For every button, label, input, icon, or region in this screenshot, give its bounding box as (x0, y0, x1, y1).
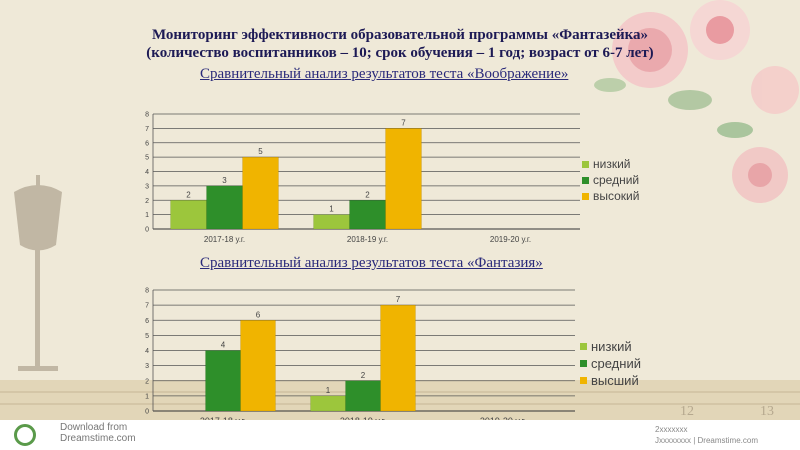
legend-swatch (580, 377, 587, 384)
y-tick-label: 0 (145, 227, 149, 234)
x-tick-label: 2017-18 у.г. (204, 235, 245, 244)
watermark-id: 2xxxxxxx Jxxxxxxxx | Dreamstime.com (655, 425, 758, 445)
y-tick-label: 4 (145, 348, 149, 355)
y-tick-label: 2 (145, 378, 149, 385)
legend-item: высокий (582, 188, 639, 204)
y-tick-label: 1 (145, 212, 149, 219)
y-tick-label: 8 (145, 112, 149, 119)
y-tick-label: 7 (145, 126, 149, 133)
y-tick-label: 4 (145, 169, 149, 176)
dreamstime-logo-icon (14, 424, 36, 446)
legend-item: низкий (582, 156, 639, 172)
legend-item: средний (582, 172, 639, 188)
data-label: 7 (401, 118, 406, 127)
data-label: 5 (258, 147, 263, 156)
bar (349, 200, 386, 230)
bar (240, 320, 276, 412)
y-tick-label: 5 (145, 333, 149, 340)
bar (380, 304, 416, 412)
y-tick-label: 1 (145, 393, 149, 400)
bar (170, 200, 207, 230)
legend-label: средний (593, 173, 640, 187)
legend-swatch (582, 192, 589, 200)
y-tick-label: 2 (145, 198, 149, 205)
data-label: 7 (396, 295, 401, 304)
legend-label: высокий (593, 189, 640, 203)
chart-1-legend: низкий средний высокий (582, 156, 639, 204)
chart-2-legend: низкий средний высший (580, 338, 641, 389)
x-tick-label: 2018-19 у.г. (347, 235, 388, 244)
bar (345, 380, 381, 412)
svg-text:13: 13 (760, 404, 774, 419)
y-tick-label: 8 (145, 288, 149, 295)
data-label: 1 (326, 386, 331, 395)
legend-item: низкий (580, 338, 641, 355)
bar (313, 214, 350, 230)
x-tick-label: 2019-20 у.г. (490, 235, 531, 244)
y-tick-label: 6 (145, 140, 149, 147)
legend-label: низкий (591, 339, 632, 354)
legend-label: средний (591, 356, 641, 371)
watermark-text: Download from Dreamstime.com (60, 422, 136, 444)
data-label: 1 (329, 205, 334, 214)
data-label: 6 (256, 310, 261, 319)
y-tick-label: 3 (145, 183, 149, 190)
legend-item: средний (580, 355, 641, 372)
data-label: 4 (221, 341, 226, 350)
data-label: 2 (365, 190, 370, 199)
legend-label: высший (591, 373, 639, 388)
svg-text:12: 12 (680, 404, 694, 419)
mannequin-icon (14, 175, 62, 371)
bar (206, 185, 243, 230)
data-label: 2 (361, 371, 366, 380)
bar (205, 350, 241, 412)
data-label: 3 (222, 176, 227, 185)
bar (385, 128, 422, 230)
legend-label: низкий (593, 157, 631, 171)
data-label: 2 (186, 190, 191, 199)
legend-swatch (582, 176, 589, 184)
chart-1-title: Сравнительный анализ результатов теста «… (200, 66, 569, 82)
legend-swatch (580, 343, 587, 350)
page-title-details: (количество воспитанников – 10; срок обу… (146, 45, 654, 61)
bar (310, 395, 346, 412)
y-tick-label: 7 (145, 303, 149, 310)
bar (242, 156, 279, 230)
y-tick-label: 3 (145, 363, 149, 370)
legend-swatch (582, 160, 589, 168)
page-title: Мониторинг эффективности образовательной… (151, 27, 649, 43)
y-tick-label: 0 (145, 409, 149, 416)
watermark-footer: Download from Dreamstime.com 2xxxxxxx Jx… (0, 420, 800, 450)
legend-swatch (580, 360, 587, 367)
y-tick-label: 6 (145, 318, 149, 325)
rose-icon (594, 0, 799, 203)
legend-item: высший (580, 372, 641, 389)
chart-2-title: Сравнительный анализ результатов теста «… (200, 255, 543, 271)
y-tick-label: 5 (145, 155, 149, 162)
